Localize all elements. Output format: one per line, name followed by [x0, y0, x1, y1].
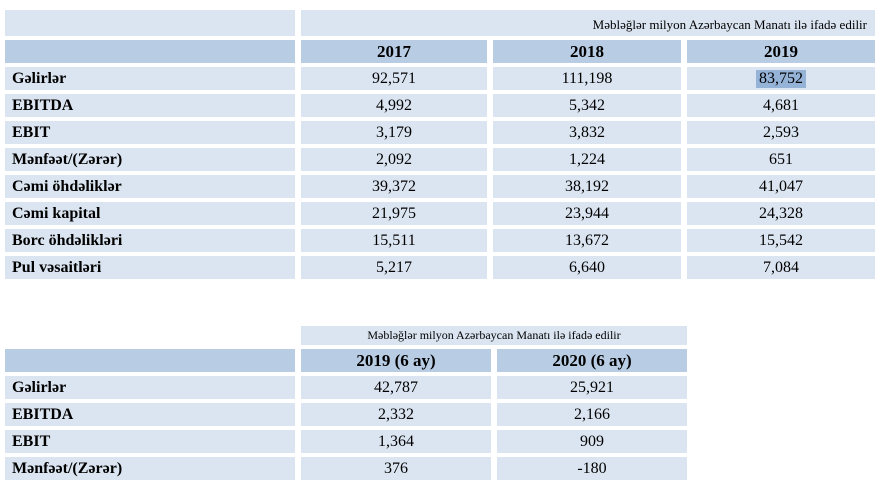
cell-value: 23,944 [493, 202, 681, 225]
cell-value: 3,179 [301, 121, 487, 144]
table-row: EBITDA 2,332 2,166 [5, 403, 687, 426]
table-row: Pul vəsaitləri 5,217 6,640 7,084 [5, 256, 875, 279]
table1-col-2019: 2019 [687, 40, 875, 63]
row-label: EBIT [5, 121, 295, 144]
row-label: EBITDA [5, 94, 295, 117]
annual-financials-table: Məbləğlər milyon Azərbaycan Manatı ilə i… [5, 10, 875, 279]
cell-value: 1,364 [301, 430, 491, 453]
cell-value: -180 [497, 457, 687, 480]
cell-value: 5,342 [493, 94, 681, 117]
half-year-financials-table: Məbləğlər milyon Azərbaycan Manatı ilə i… [5, 326, 687, 480]
table2-col-2020-6ay: 2020 (6 ay) [497, 349, 687, 372]
cell-value: 7,084 [687, 256, 875, 279]
row-label: Borc öhdəlikləri [5, 229, 295, 252]
table1-col-2018: 2018 [493, 40, 681, 63]
table-row: Mənfəət/(Zərər) 376 -180 [5, 457, 687, 480]
table-row: Gəlirlər 42,787 25,921 [5, 376, 687, 399]
cell-value: 2,593 [687, 121, 875, 144]
cell-value: 2,332 [301, 403, 491, 426]
row-label: Mənfəət/(Zərər) [5, 148, 295, 171]
table1-col-2017: 2017 [301, 40, 487, 63]
cell-value: 3,832 [493, 121, 681, 144]
cell-value: 42,787 [301, 376, 491, 399]
table-row: Cəmi kapital 21,975 23,944 24,328 [5, 202, 875, 225]
cell-value: 15,542 [687, 229, 875, 252]
cell-value: 25,921 [497, 376, 687, 399]
cell-value: 24,328 [687, 202, 875, 225]
cell-value: 909 [497, 430, 687, 453]
cell-value: 5,217 [301, 256, 487, 279]
cell-value: 651 [687, 148, 875, 171]
cell-value: 15,511 [301, 229, 487, 252]
table2-header-empty-cell [5, 349, 295, 372]
table-row: Mənfəət/(Zərər) 2,092 1,224 651 [5, 148, 875, 171]
cell-value: 376 [301, 457, 491, 480]
row-label: EBIT [5, 430, 295, 453]
table-row: Cəmi öhdəliklər 39,372 38,192 41,047 [5, 175, 875, 198]
cell-value: 111,198 [493, 67, 681, 90]
table-row: EBITDA 4,992 5,342 4,681 [5, 94, 875, 117]
table2-note-row: Məbləğlər milyon Azərbaycan Manatı ilə i… [5, 326, 687, 345]
table-row: Gəlirlər 92,571 111,198 83,752 [5, 67, 875, 90]
table-row: EBIT 3,179 3,832 2,593 [5, 121, 875, 144]
cell-value: 4,681 [687, 94, 875, 117]
table2-header-row: 2019 (6 ay) 2020 (6 ay) [5, 349, 687, 372]
table1-note-row: Məbləğlər milyon Azərbaycan Manatı ilə i… [5, 10, 875, 36]
row-label: Gəlirlər [5, 376, 295, 399]
table1-header-empty-cell [5, 40, 295, 63]
table2-units-note: Məbləğlər milyon Azərbaycan Manatı ilə i… [301, 326, 687, 345]
row-label: Mənfəət/(Zərər) [5, 457, 295, 480]
cell-value: 21,975 [301, 202, 487, 225]
cell-value: 2,166 [497, 403, 687, 426]
table-row: EBIT 1,364 909 [5, 430, 687, 453]
row-label: Cəmi kapital [5, 202, 295, 225]
row-label: Cəmi öhdəliklər [5, 175, 295, 198]
cell-value: 1,224 [493, 148, 681, 171]
table1-units-note: Məbləğlər milyon Azərbaycan Manatı ilə i… [301, 10, 875, 36]
cell-value: 39,372 [301, 175, 487, 198]
table2-col-2019-6ay: 2019 (6 ay) [301, 349, 491, 372]
table1-header-row: 2017 2018 2019 [5, 40, 875, 63]
row-label: Pul vəsaitləri [5, 256, 295, 279]
row-label: Gəlirlər [5, 67, 295, 90]
cell-value: 2,092 [301, 148, 487, 171]
cell-value: 4,992 [301, 94, 487, 117]
cell-value: 41,047 [687, 175, 875, 198]
selected-value: 83,752 [756, 69, 806, 88]
cell-value: 6,640 [493, 256, 681, 279]
cell-value: 38,192 [493, 175, 681, 198]
table1-note-spacer-cell [5, 10, 295, 36]
cell-value: 13,672 [493, 229, 681, 252]
table2-note-spacer [5, 326, 295, 345]
table-row: Borc öhdəlikləri 15,511 13,672 15,542 [5, 229, 875, 252]
cell-value-highlighted: 83,752 [687, 67, 875, 90]
row-label: EBITDA [5, 403, 295, 426]
cell-value: 92,571 [301, 67, 487, 90]
